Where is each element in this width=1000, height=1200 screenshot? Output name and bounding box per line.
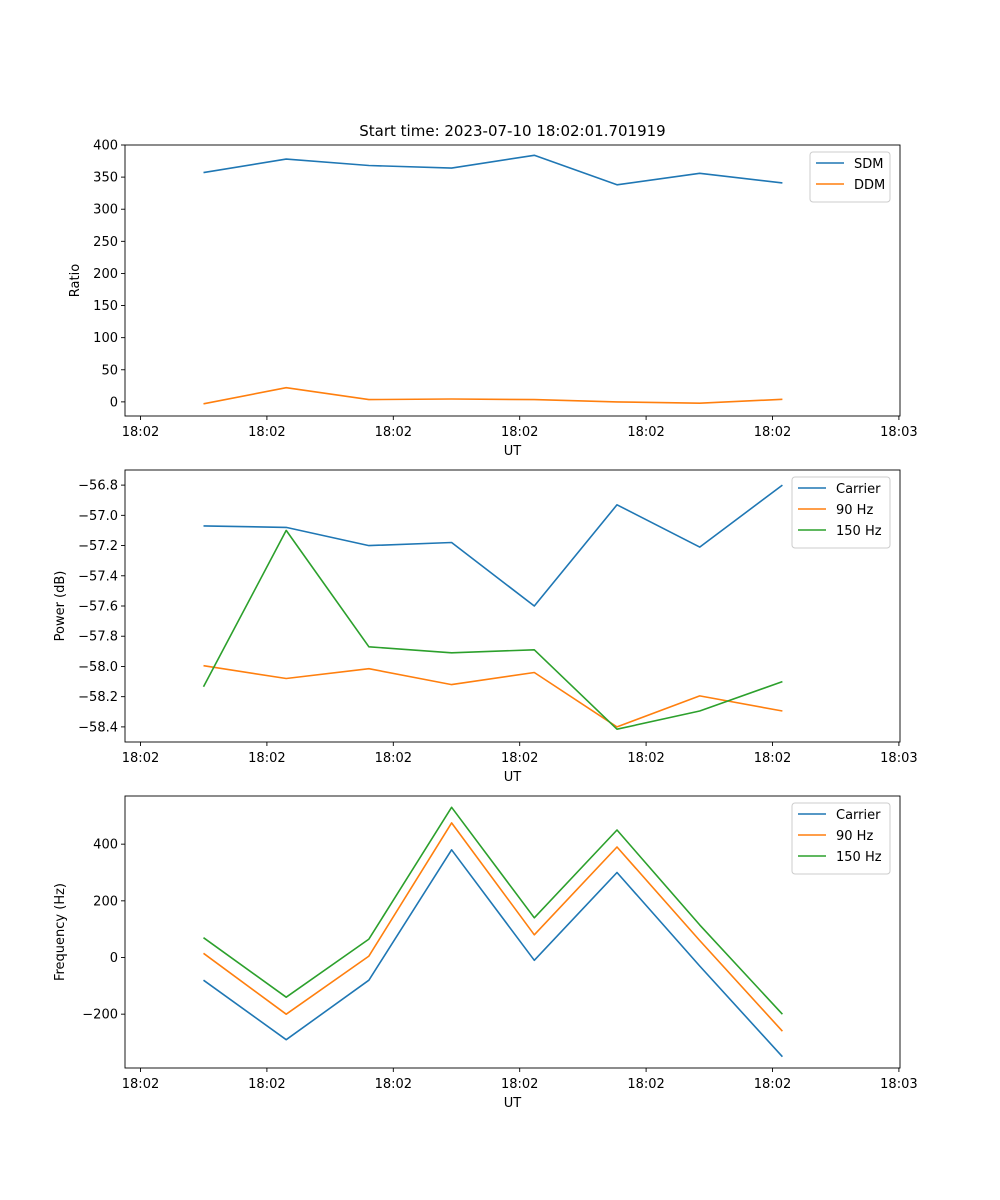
- y-tick-label: 350: [93, 171, 118, 186]
- x-tick-label: 18:02: [122, 1077, 159, 1092]
- y-tick-label: −57.4: [78, 569, 118, 584]
- axes-frame: [124, 469, 901, 743]
- x-axis-label: UT: [504, 1096, 522, 1111]
- y-tick-label: −58.0: [78, 660, 118, 675]
- x-tick-label: 18:02: [248, 751, 285, 766]
- x-tick-label: 18:02: [248, 1077, 285, 1092]
- series-line-90-hz: [203, 822, 783, 1032]
- y-tick-label: 200: [93, 894, 118, 909]
- chart-title: Start time: 2023-07-10 18:02:01.701919: [359, 122, 665, 140]
- legend-entry: Carrier: [836, 808, 881, 823]
- y-axis-label: Frequency (Hz): [53, 883, 68, 981]
- x-tick-label: 18:02: [122, 425, 159, 440]
- y-tick-label: −58.4: [78, 720, 118, 735]
- x-tick-label: 18:02: [501, 751, 538, 766]
- subplot-3: −200 0 200 400 18:02 18:02 18:02 18:02 18:02 18:0…: [53, 795, 918, 1111]
- legend-frame: [809, 151, 891, 203]
- y-tick-label: 400: [93, 838, 118, 853]
- x-tick-label: 18:02: [754, 425, 791, 440]
- series-line-150-hz: [202, 529, 783, 731]
- axes-frame: [124, 144, 901, 417]
- x-axis-label: UT: [504, 770, 522, 785]
- legend: Carrier 90 Hz 150 Hz: [791, 476, 891, 549]
- legend-entry: 150 Hz: [836, 850, 882, 865]
- x-tick-label: 18:03: [880, 425, 917, 440]
- legend-entry: DDM: [854, 178, 885, 193]
- series-line-90-hz: [203, 664, 783, 728]
- legend-entry: 90 Hz: [836, 503, 873, 518]
- x-tick-label: 18:02: [627, 425, 664, 440]
- x-tick-label: 18:02: [754, 1077, 791, 1092]
- y-tick-label: 400: [93, 139, 118, 154]
- x-tick-label: 18:03: [880, 751, 917, 766]
- x-tick-label: 18:02: [501, 425, 538, 440]
- legend: SDM DDM: [809, 151, 891, 203]
- x-tick-label: 18:02: [248, 425, 285, 440]
- y-tick-label: 0: [110, 395, 118, 410]
- y-axis-label: Ratio: [68, 264, 83, 297]
- y-tick-label: 100: [93, 331, 118, 346]
- legend-entry: 90 Hz: [836, 829, 873, 844]
- series-line-carrier: [203, 848, 783, 1058]
- series-line-150-hz: [203, 806, 783, 1015]
- x-tick-label: 18:02: [754, 751, 791, 766]
- y-tick-label: 0: [110, 951, 118, 966]
- y-tick-label: −56.8: [78, 479, 118, 494]
- series-line-ddm: [203, 386, 783, 405]
- y-tick-label: −57.2: [78, 539, 118, 554]
- subplot-2: −58.4 −58.2 −58.0 −57.8 −57.6 −57.4 −57.2 −57.0…: [53, 469, 918, 785]
- x-tick-label: 18:02: [122, 751, 159, 766]
- x-tick-label: 18:02: [375, 751, 412, 766]
- legend-entry: Carrier: [836, 482, 881, 497]
- legend-entry: 150 Hz: [836, 524, 882, 539]
- x-tick-label: 18:02: [501, 1077, 538, 1092]
- x-tick-label: 18:03: [880, 1077, 917, 1092]
- x-tick-label: 18:02: [627, 751, 664, 766]
- y-tick-label: 300: [93, 203, 118, 218]
- y-tick-label: −200: [82, 1008, 118, 1023]
- y-tick-label: 150: [93, 299, 118, 314]
- y-tick-label: −58.2: [78, 690, 118, 705]
- series-line-sdm: [203, 154, 783, 186]
- x-axis-label: UT: [504, 444, 522, 459]
- y-tick-label: −57.8: [78, 630, 118, 645]
- subplot-1: 0 50 100 150 200 250 300 350 400 18:02 18:02 18:02 1…: [68, 139, 918, 460]
- y-tick-label: 250: [93, 235, 118, 250]
- x-tick-label: 18:02: [375, 1077, 412, 1092]
- x-tick-label: 18:02: [375, 425, 412, 440]
- y-tick-label: −57.0: [78, 509, 118, 524]
- y-axis-label: Power (dB): [53, 571, 68, 642]
- legend-entry: SDM: [854, 157, 883, 172]
- series-line-carrier: [203, 484, 783, 607]
- x-tick-label: 18:02: [627, 1077, 664, 1092]
- y-tick-label: 200: [93, 267, 118, 282]
- legend: Carrier 90 Hz 150 Hz: [791, 802, 891, 875]
- y-tick-label: 50: [101, 363, 118, 378]
- y-tick-label: −57.6: [78, 600, 118, 615]
- axes-frame: [124, 795, 901, 1069]
